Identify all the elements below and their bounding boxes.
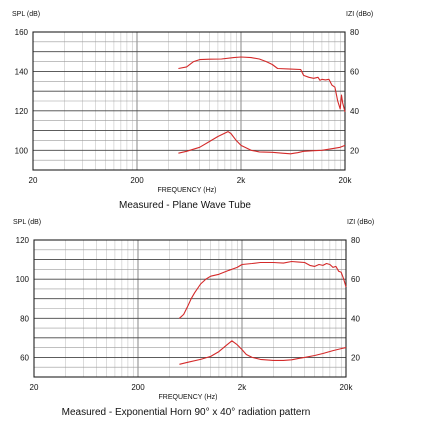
x-tick-label: 20k (339, 176, 353, 185)
plot-frame (33, 239, 347, 378)
chart-2: 60 80 100 120 20 40 60 80 20 200 2k 20k SPL (dB) IZI … (13, 219, 374, 418)
y-tick-left-label: 160 (15, 28, 29, 37)
y-tick-left-label: 120 (15, 107, 29, 116)
x-tick-label: 2k (238, 383, 247, 392)
y-tick-right-label: 20 (351, 353, 360, 362)
y-tick-right-label: 20 (350, 146, 359, 155)
y-tick-right-label: 40 (350, 107, 359, 116)
x-tick-label: 20k (340, 383, 354, 392)
y-tick-right-label: 80 (350, 28, 359, 37)
x-axis-title: FREQUENCY (Hz) (158, 187, 217, 194)
plot-frame (32, 31, 346, 171)
impedance-curve (179, 340, 347, 365)
chart-1: 100 120 140 160 20 40 60 80 20 200 2k 20k SPL (dB) IZ… (12, 11, 373, 211)
x-axis-title: FREQUENCY (Hz) (159, 394, 218, 401)
y-tick-right-label: 60 (351, 275, 360, 284)
y-tick-left-label: 100 (16, 275, 30, 284)
spl-curve (178, 56, 346, 112)
y-tick-left-label: 120 (16, 236, 30, 245)
chart-caption: Measured - Exponential Horn 90° x 40° ra… (62, 407, 311, 418)
spl-curve (179, 260, 347, 319)
y-tick-left-label: 60 (20, 353, 29, 362)
x-tick-label: 200 (130, 176, 144, 185)
y-axis-right-title: IZI (dBo) (346, 11, 373, 18)
x-tick-label: 200 (131, 383, 145, 392)
y-axis-right-title: IZI (dBo) (347, 219, 374, 226)
impedance-curve (178, 131, 346, 155)
x-tick-label: 2k (237, 176, 246, 185)
chart-caption: Measured - Plane Wave Tube (119, 200, 251, 211)
y-tick-left-label: 140 (15, 67, 29, 76)
x-tick-label: 20 (29, 176, 38, 185)
y-tick-right-label: 40 (351, 314, 360, 323)
y-tick-left-label: 100 (15, 146, 29, 155)
y-axis-left-title: SPL (dB) (13, 219, 41, 226)
y-tick-right-label: 80 (351, 236, 360, 245)
y-tick-left-label: 80 (20, 314, 29, 323)
x-tick-label: 20 (30, 383, 39, 392)
y-tick-right-label: 60 (350, 67, 359, 76)
y-axis-left-title: SPL (dB) (12, 11, 40, 18)
